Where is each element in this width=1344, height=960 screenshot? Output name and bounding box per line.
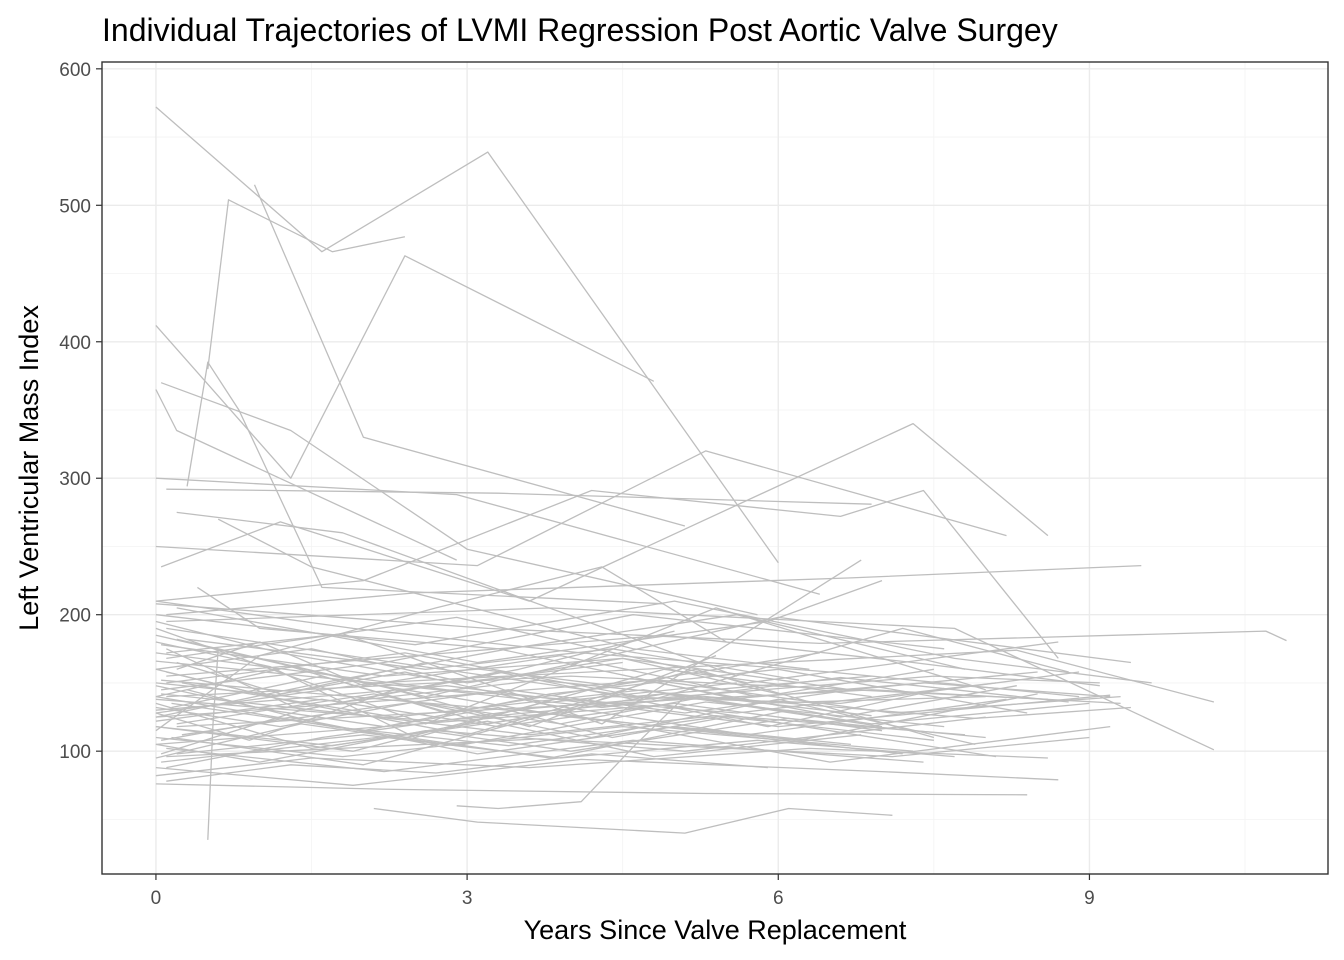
trajectory-line <box>176 734 955 759</box>
trajectory-lines <box>155 106 1287 840</box>
trajectory-line <box>187 638 800 681</box>
trajectory-line <box>207 199 406 370</box>
trajectory-line <box>171 668 1028 732</box>
trajectory-line <box>155 652 997 714</box>
trajectory-line <box>161 716 986 763</box>
y-tick-label: 500 <box>59 196 91 217</box>
trajectory-line <box>181 687 862 736</box>
trajectory-line <box>155 603 1287 645</box>
axes: 0 3 6 9 100 200 300 400 500 600 <box>59 60 1094 909</box>
trajectory-line <box>166 634 1100 687</box>
trajectory-line <box>186 361 665 605</box>
trajectory-line <box>155 489 1059 659</box>
trajectory-line <box>166 739 924 773</box>
trajectory-line <box>166 709 903 769</box>
trajectory-line <box>176 641 758 698</box>
trajectory-line <box>160 422 1049 602</box>
trajectory-line <box>155 600 1080 698</box>
grid <box>102 62 1328 874</box>
x-tick-label: 3 <box>462 888 473 909</box>
x-tick-label: 9 <box>1084 888 1095 909</box>
trajectory-line <box>155 649 1215 703</box>
trajectory-line <box>176 661 737 705</box>
chart-title: Individual Trajectories of LVMI Regressi… <box>102 12 1058 48</box>
y-tick-label: 300 <box>59 469 91 490</box>
y-axis-title: Left Ventricular Mass Index <box>14 305 44 631</box>
y-tick-label: 200 <box>59 606 91 627</box>
trajectory-line <box>166 652 820 698</box>
trajectory-line <box>373 807 893 834</box>
trajectory-line <box>161 614 945 691</box>
trajectory-line <box>171 671 1080 766</box>
trajectory-line <box>155 641 872 739</box>
trajectory-line <box>155 106 779 564</box>
trajectory-line <box>155 654 717 741</box>
trajectory-line <box>155 704 997 758</box>
y-tick-label: 600 <box>59 60 91 81</box>
trajectory-line <box>155 720 862 758</box>
trajectory-line <box>155 477 820 595</box>
trajectory-line <box>155 695 966 747</box>
trajectory-line <box>166 627 872 698</box>
trajectory-line <box>155 600 1152 684</box>
trajectory-line <box>155 607 986 725</box>
x-axis-title: Years Since Valve Replacement <box>524 915 907 945</box>
trajectory-line <box>155 389 457 561</box>
trajectory-line <box>155 648 935 695</box>
trajectory-line <box>166 753 768 782</box>
trajectory-line <box>161 693 934 741</box>
trajectory-line <box>176 511 738 677</box>
y-tick-label: 100 <box>59 742 91 763</box>
trajectory-line <box>155 695 872 728</box>
trajectory-line <box>155 758 1059 786</box>
trajectory-line <box>155 679 1121 718</box>
trajectory-line <box>155 676 1069 714</box>
trajectory-line <box>217 518 810 670</box>
y-tick-label: 400 <box>59 333 91 354</box>
x-tick-label: 0 <box>151 888 162 909</box>
trajectory-line <box>155 717 986 763</box>
trajectory-line <box>155 679 1111 703</box>
trajectory-line <box>155 783 1028 796</box>
x-tick-label: 6 <box>773 888 784 909</box>
trajectory-line <box>207 648 219 840</box>
trajectory-line <box>155 665 1017 718</box>
trajectory-line <box>155 620 623 684</box>
panel-border <box>101 61 1329 875</box>
trajectory-line <box>155 255 655 479</box>
trajectory-line <box>155 698 883 732</box>
trajectory-line <box>155 450 1007 567</box>
